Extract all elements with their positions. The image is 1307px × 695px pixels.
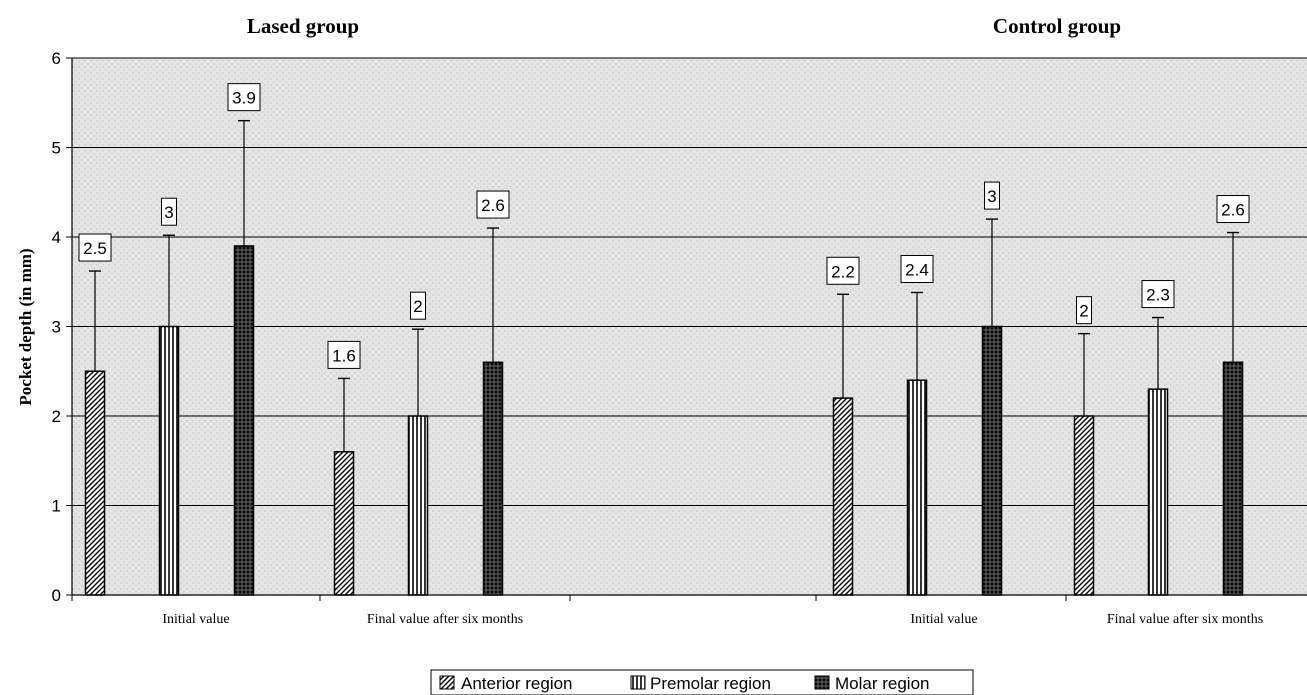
y-tick-label: 4 xyxy=(52,228,61,247)
legend-swatch-premolar xyxy=(630,675,646,690)
group-title-lased: Lased group xyxy=(247,14,359,38)
data-label: 2.6 xyxy=(1221,201,1245,220)
data-label: 1.6 xyxy=(332,346,356,365)
y-axis-label: Pocket depth (in mm) xyxy=(16,248,35,405)
data-label-box xyxy=(1216,195,1250,224)
data-label: 2.2 xyxy=(831,262,855,281)
y-tick-label: 6 xyxy=(52,49,61,68)
data-label-box xyxy=(984,181,1000,210)
data-label: 2.5 xyxy=(83,239,107,258)
y-tick-label: 3 xyxy=(52,318,61,337)
bar-control-molar xyxy=(981,325,1003,596)
group-title-control: Control group xyxy=(993,14,1121,38)
bar-control-molar xyxy=(1222,361,1244,596)
y-tick-label: 5 xyxy=(52,139,61,158)
y-tick-label: 1 xyxy=(52,497,61,516)
gridlines xyxy=(72,57,1307,506)
legend-label-premolar: Premolar region xyxy=(650,674,771,693)
bar-control-anterior xyxy=(1073,415,1095,596)
data-label-box xyxy=(227,83,261,112)
data-label-box xyxy=(826,256,860,285)
data-label-box xyxy=(1076,296,1092,325)
bar-lased-anterior xyxy=(84,370,106,596)
x-category-label: Final value after six months xyxy=(1107,612,1263,627)
bar-lased-molar xyxy=(233,245,255,596)
data-label: 3 xyxy=(164,203,173,222)
bar-control-premolar xyxy=(906,379,928,596)
data-label: 3.9 xyxy=(232,89,256,108)
data-label: 2 xyxy=(413,297,422,316)
data-label: 2.4 xyxy=(905,260,929,279)
bars: 2.5 1.6 3 2 3.9 2.6 2.2 2 2.4 2.3 3 2.6 xyxy=(78,83,1250,596)
data-label: 2.3 xyxy=(1146,286,1170,305)
data-label-box xyxy=(327,340,361,369)
x-category-label: Initial value xyxy=(910,612,977,627)
x-axis: Initial value Final value after six month… xyxy=(71,594,1307,627)
bar-lased-premolar xyxy=(407,415,429,596)
y-tick-label: 2 xyxy=(52,407,61,426)
data-label-box xyxy=(900,254,934,283)
data-label-box xyxy=(1141,280,1175,309)
legend-label-molar: Molar region xyxy=(835,674,930,693)
x-category-label: Initial value xyxy=(162,612,229,627)
y-tick-label: 0 xyxy=(52,586,61,605)
bar-lased-anterior xyxy=(333,451,355,596)
data-label-box xyxy=(161,197,177,226)
bar-control-anterior xyxy=(832,397,854,596)
legend-box xyxy=(430,669,974,695)
legend-label-anterior: Anterior region xyxy=(461,674,573,693)
data-label-box xyxy=(78,233,112,262)
data-label: 2.6 xyxy=(481,196,505,215)
data-label-box xyxy=(410,291,426,320)
bar-lased-premolar xyxy=(158,325,180,596)
legend-swatch-molar xyxy=(814,675,830,690)
bar-lased-molar xyxy=(482,361,504,596)
x-category-label: Final value after six months xyxy=(367,612,523,627)
data-label: 2 xyxy=(1079,302,1088,321)
legend: Anterior region Premolar region Molar re… xyxy=(430,669,974,695)
bar-control-premolar xyxy=(1147,388,1169,596)
y-axis: 0 1 2 3 4 5 6 xyxy=(52,49,73,605)
legend-swatch-anterior xyxy=(439,675,455,690)
data-label-box xyxy=(476,190,510,219)
data-label: 3 xyxy=(987,187,996,206)
